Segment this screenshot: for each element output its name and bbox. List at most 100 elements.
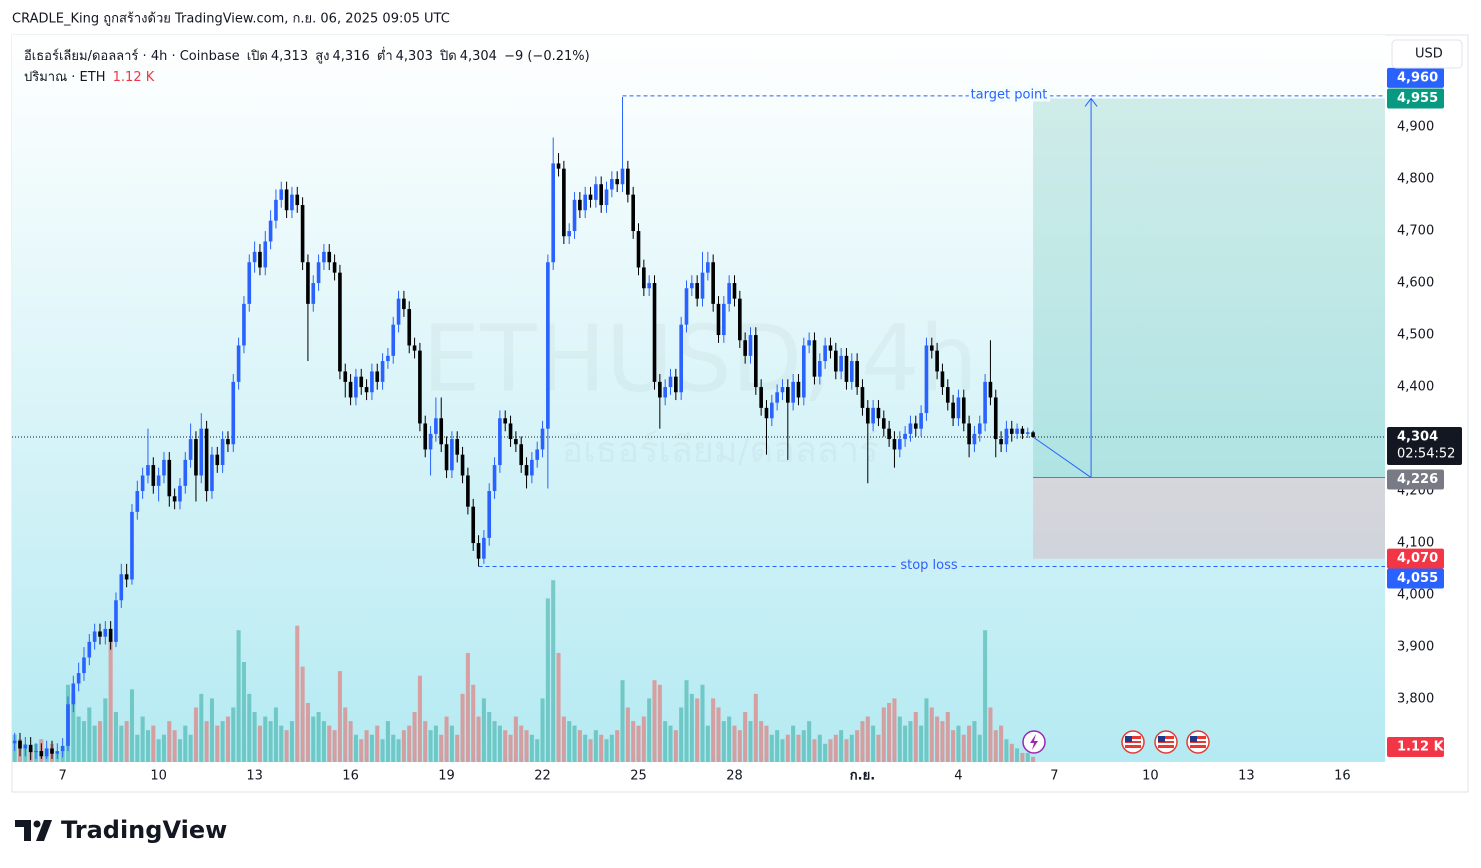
candle-body — [178, 485, 182, 502]
candle-body — [684, 288, 689, 325]
high-value: 4,316 — [332, 49, 370, 64]
open-label: เปิด — [246, 49, 268, 64]
volume-bar — [300, 666, 305, 762]
volume-bar — [807, 721, 812, 762]
candle-body — [439, 418, 444, 445]
volume-bar — [215, 725, 220, 762]
volume-bar — [727, 716, 732, 762]
entry-tag — [1387, 469, 1444, 490]
volume-bar — [625, 707, 630, 762]
volume-bar — [817, 734, 822, 762]
volume-bar — [444, 716, 449, 762]
currency-label: USD — [1415, 47, 1443, 62]
volume-bar — [97, 721, 103, 762]
volume-bar — [849, 734, 854, 762]
candle-body — [615, 179, 619, 185]
candle-body — [892, 439, 897, 450]
volume-bar — [839, 730, 844, 762]
candle-body — [247, 262, 252, 304]
candle-body — [71, 683, 76, 705]
candle-body — [1015, 428, 1019, 434]
volume-bar — [716, 707, 721, 762]
candle-body — [162, 459, 166, 476]
candle-body — [268, 220, 273, 242]
volume-bar — [903, 725, 908, 762]
candle-body — [956, 397, 961, 419]
candle-body — [594, 184, 598, 200]
candle-body — [327, 251, 332, 263]
stop-line-tag-label: 4,055 — [1397, 571, 1438, 586]
volume-bar — [305, 702, 310, 762]
candle-body — [274, 199, 278, 221]
candle-body — [412, 345, 417, 351]
watermark-sub: อีเธอร์เลียม/ดอลลาร์ — [562, 430, 879, 471]
volume-bar — [385, 721, 390, 762]
high-label: สูง — [315, 49, 330, 64]
candle-body — [98, 631, 102, 637]
target-zone — [1033, 98, 1385, 478]
candle-body — [55, 751, 60, 754]
candle-body — [919, 413, 923, 429]
candle-body — [396, 298, 401, 325]
candle-body — [92, 631, 97, 642]
volume-bar — [604, 739, 609, 762]
candle-body — [599, 184, 604, 206]
candle-body — [60, 745, 65, 752]
volume-bar — [332, 730, 337, 762]
currency-button[interactable] — [1391, 39, 1463, 69]
volume-bar — [593, 730, 598, 762]
volume-bar — [71, 693, 76, 762]
volume-bar — [289, 721, 294, 762]
legend: อีเธอร์เลียม/ดอลลาร์ · 4h · Coinbase เปิ… — [24, 45, 593, 66]
volume-bar — [828, 739, 833, 762]
candle-body — [945, 387, 950, 403]
symbol: อีเธอร์เลียม/ดอลลาร์ · 4h · Coinbase — [24, 49, 240, 64]
candle-body — [785, 387, 790, 403]
volume-bar — [631, 721, 636, 762]
candle-body — [903, 433, 907, 440]
candle-body — [716, 303, 721, 336]
candle-body — [194, 439, 198, 476]
volume-bar — [609, 734, 614, 762]
candle-body — [167, 459, 172, 497]
volume-bar — [641, 716, 646, 762]
candle-body — [636, 231, 641, 268]
volume-bar — [1009, 743, 1014, 762]
volume-bar — [796, 734, 801, 762]
candle-body — [748, 335, 753, 356]
candle-body — [578, 199, 582, 211]
candle-body — [279, 189, 284, 200]
candle-body — [855, 361, 859, 388]
volume-bar — [993, 730, 998, 762]
candle-body — [503, 418, 508, 424]
candle-body — [242, 303, 246, 346]
volume-bar — [844, 739, 849, 762]
candle-body — [722, 303, 726, 336]
candle-body — [34, 751, 38, 753]
x-tick-label: 4 — [954, 769, 962, 784]
y-tick-label: 4,800 — [1397, 172, 1434, 187]
candle-body — [364, 387, 369, 393]
volume-value: 1.12 K — [112, 70, 155, 85]
volume-bar — [977, 734, 982, 762]
volume-bar — [92, 725, 97, 762]
volume-bar — [135, 734, 140, 762]
volume-bar — [252, 712, 257, 762]
projection-line — [1032, 436, 1092, 478]
candle-body — [706, 262, 710, 273]
volume-bar — [519, 725, 524, 762]
candle-body — [817, 361, 822, 377]
y-tick-label: 3,800 — [1397, 692, 1434, 707]
volume-bar — [423, 721, 428, 762]
volume-legend: ปริมาณ · ETH 1.12 K — [24, 66, 157, 87]
volume-bar — [1025, 752, 1030, 762]
candle-body — [146, 465, 150, 476]
volume-bar — [860, 721, 865, 762]
candle-body — [924, 345, 929, 414]
candle-body — [231, 381, 236, 445]
volume-bar — [588, 739, 593, 762]
volume-bar — [967, 725, 972, 762]
candle-body — [743, 340, 747, 356]
volume-bar — [151, 725, 156, 762]
